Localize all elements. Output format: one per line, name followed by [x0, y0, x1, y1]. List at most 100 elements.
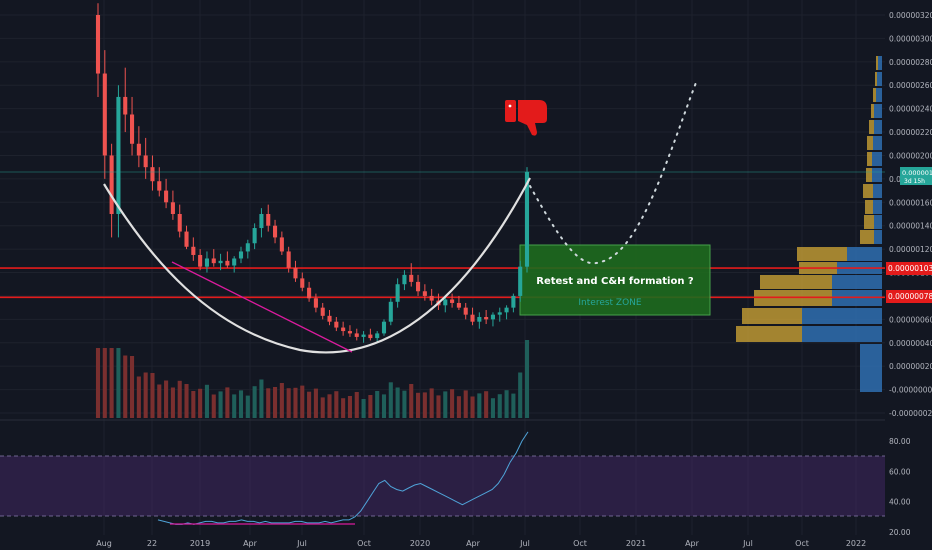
vp-gold-1 [736, 326, 802, 342]
vp-blue-1 [802, 326, 882, 342]
volume-bar-13 [184, 384, 189, 418]
vp-blue-16 [876, 88, 882, 102]
volume-profile [736, 56, 882, 392]
candle-23 [252, 223, 257, 250]
time-tick-12: Jul [742, 539, 753, 548]
price-trendline [171, 261, 353, 353]
volume-bar-2 [109, 348, 114, 418]
volume-bar-46 [409, 384, 414, 418]
candle-28 [286, 246, 291, 273]
volume-bar-62 [518, 372, 523, 418]
price-tick-6: 0.00000200 [889, 151, 932, 160]
volume-bar-40 [368, 395, 373, 418]
projection-dotted-curve [529, 79, 698, 265]
price-tick-14: 0.00000040 [889, 339, 932, 348]
interest-zone-subtitle: Interest ZONE [578, 298, 642, 308]
volume-bar-17 [211, 394, 216, 418]
candle-53 [456, 295, 461, 310]
candle-40 [368, 328, 373, 341]
candle-37 [347, 325, 352, 337]
vp-blue-11 [872, 168, 882, 182]
volume-bar-48 [422, 392, 427, 418]
candle-45 [402, 270, 407, 291]
candle-25 [266, 204, 271, 232]
candle-20 [232, 256, 237, 273]
time-tick-6: 2020 [410, 539, 430, 548]
candle-31 [307, 281, 312, 302]
time-tick-7: Apr [466, 539, 481, 548]
price-tick-4: 0.00000240 [889, 105, 932, 114]
time-tick-0: Aug [96, 539, 112, 548]
vp-gold-4 [760, 275, 832, 289]
vp-blue-14 [874, 120, 882, 134]
volume-bar-25 [266, 388, 271, 418]
candle-8 [150, 155, 155, 191]
vp-blue-7 [874, 230, 882, 244]
candle-6 [136, 126, 141, 168]
volume-bar-29 [293, 387, 298, 418]
time-tick-2: 2019 [190, 539, 210, 548]
volume-bars [95, 340, 530, 418]
interest-zone-title: Retest and C&H formation ? [536, 276, 694, 287]
candle-52 [450, 293, 455, 308]
volume-bar-24 [259, 379, 264, 418]
vp-blue-18 [878, 56, 882, 70]
volume-bar-8 [150, 373, 155, 418]
candle-49 [429, 288, 434, 306]
volume-bar-60 [504, 390, 509, 418]
rsi-tick-3: 20.00 [889, 528, 911, 537]
price-tick-1: 0.00000300 [889, 34, 932, 43]
vp-gold-16 [873, 88, 876, 102]
volume-bar-53 [456, 396, 461, 418]
price-tick-10: 0.00000120 [889, 245, 932, 254]
candle-11 [170, 190, 175, 220]
candle-27 [279, 231, 284, 255]
candle-33 [320, 302, 325, 320]
volume-bar-3 [116, 348, 121, 418]
time-tick-14: 2022 [846, 539, 866, 548]
price-tick-9: 0.00000140 [889, 222, 932, 231]
volume-bar-63 [524, 340, 530, 418]
candle-3 [116, 85, 121, 238]
time-axis: Aug 22 2019 Apr Jul Oct 2020 Apr Jul Oct 2021 Apr Ju… [96, 539, 866, 548]
vp-blue-9 [873, 200, 882, 214]
volume-bar-16 [204, 384, 209, 418]
cup-curve [103, 177, 531, 354]
volume-bar-15 [198, 388, 203, 418]
interest-zone-box [519, 244, 711, 316]
volume-bar-11 [170, 387, 175, 418]
volume-bar-21 [238, 390, 244, 418]
volume-bar-49 [429, 388, 434, 418]
candle-4 [123, 67, 128, 133]
volume-bar-32 [313, 388, 318, 418]
rsi-line [157, 431, 529, 525]
time-tick-3: Apr [243, 539, 258, 548]
candle-22 [245, 239, 250, 259]
interest-zone[interactable]: Retest and C&H formation ? Interest ZONE [519, 244, 711, 316]
time-tick-5: Oct [357, 539, 371, 548]
vp-gold-12 [867, 152, 872, 166]
candle-12 [177, 204, 182, 238]
candle-43 [388, 298, 393, 326]
volume-bar-28 [286, 388, 291, 418]
vp-gold-10 [863, 184, 873, 198]
volume-bar-38 [354, 392, 359, 418]
candle-19 [225, 251, 230, 268]
rsi-band [0, 456, 885, 516]
volume-bar-27 [279, 383, 284, 418]
candle-47 [416, 274, 421, 296]
vp-blue-0 [860, 344, 882, 392]
price-tick-8: 0.00000160 [889, 198, 932, 207]
lower-level-label: 0.00000078 [888, 292, 932, 301]
volume-bar-41 [375, 391, 380, 418]
candle-61 [511, 293, 516, 313]
volume-bar-35 [334, 391, 339, 418]
volume-bar-5 [130, 356, 135, 418]
vp-gold-2 [742, 308, 802, 324]
vp-blue-6 [847, 247, 882, 261]
price-tick-5: 0.00000220 [889, 128, 932, 137]
volume-bar-12 [177, 380, 182, 418]
vp-gold-6 [797, 247, 847, 261]
volume-bar-51 [443, 391, 448, 418]
